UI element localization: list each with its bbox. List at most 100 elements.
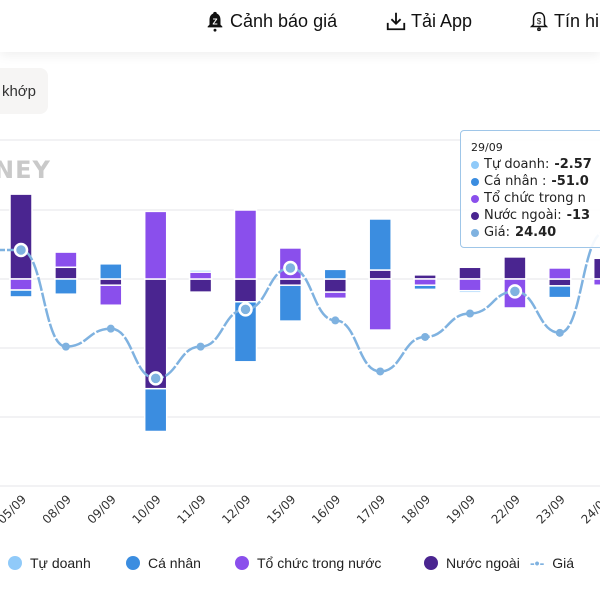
- bar-segment[interactable]: [188, 269, 213, 273]
- price-point[interactable]: [283, 260, 298, 276]
- legend-item[interactable]: Nước ngoài: [424, 555, 520, 571]
- bar-segment[interactable]: [323, 291, 348, 300]
- bar-segment[interactable]: [323, 278, 348, 293]
- legend-label: Giá: [552, 555, 575, 571]
- legend-item[interactable]: Tự doanh: [8, 555, 91, 571]
- bar-segment[interactable]: [548, 285, 572, 299]
- top-bar: Z Cảnh báo giá Tải App $ Tín hi: [0, 0, 600, 52]
- tooltip-label: Cá nhân :: [484, 174, 547, 189]
- price-point[interactable]: [466, 309, 474, 318]
- bar-segment[interactable]: [368, 269, 392, 280]
- match-filter-button[interactable]: khớp: [0, 68, 48, 114]
- bar-segment[interactable]: [54, 278, 78, 295]
- bar-segment[interactable]: [9, 289, 33, 298]
- tooltip-row: Tự doanh: -2.57: [471, 156, 600, 173]
- svg-text:Z: Z: [212, 18, 217, 27]
- x-tick-label: 10/09: [129, 492, 163, 526]
- nav-label: Tải App: [411, 10, 473, 31]
- legend-dot-icon: [8, 556, 22, 570]
- price-point[interactable]: [507, 284, 523, 299]
- bar-segment[interactable]: [54, 251, 78, 269]
- legend-label: Tổ chức trong nước: [257, 555, 382, 571]
- tooltip-value: 24.40: [515, 225, 557, 240]
- dashed-line-icon: -•-: [530, 555, 545, 571]
- series-dot-icon: [471, 194, 479, 203]
- chart-tooltip: 29/09 Tự doanh: -2.57 Cá nhân : -51.0 Tổ c…: [460, 130, 600, 248]
- legend-item[interactable]: Tổ chức trong nước: [235, 555, 381, 571]
- bar-segment[interactable]: [188, 271, 213, 280]
- price-point[interactable]: [148, 371, 163, 386]
- tooltip-value: -51.0: [551, 174, 589, 189]
- tooltip-row: Nước ngoài: -13: [471, 207, 600, 224]
- series-dot-icon: [471, 177, 479, 186]
- x-tick-label: 22/09: [489, 492, 523, 526]
- legend-item[interactable]: -•- Giá: [530, 555, 574, 571]
- legend-dot-icon: [424, 556, 438, 570]
- bar-segment[interactable]: [99, 263, 123, 280]
- signal-link[interactable]: $ Tín hi: [528, 10, 599, 32]
- bell-alert-icon: Z: [207, 11, 223, 32]
- bell-dollar-icon: $: [529, 12, 549, 32]
- bar-segment[interactable]: [413, 278, 437, 286]
- tooltip-label: Tổ chức trong n: [484, 191, 586, 206]
- bar-segment[interactable]: [592, 257, 600, 280]
- bar-segment[interactable]: [9, 278, 33, 291]
- bar-segment[interactable]: [99, 284, 123, 306]
- bar-segment[interactable]: [233, 278, 258, 303]
- download-app-link[interactable]: Tải App: [385, 10, 472, 32]
- bar-segment[interactable]: [548, 278, 572, 287]
- bar-segment[interactable]: [368, 278, 392, 331]
- x-tick-label: 23/09: [534, 492, 568, 526]
- series-dot-icon: [471, 228, 479, 237]
- download-icon: [386, 12, 406, 31]
- tooltip-value: -13: [566, 208, 591, 223]
- x-tick-label: 09/09: [85, 492, 119, 526]
- tooltip-row: Cá nhân : -51.0: [471, 173, 600, 190]
- bar-segment[interactable]: [9, 193, 33, 280]
- nav-label: Cảnh báo giá: [230, 10, 338, 31]
- price-point[interactable]: [106, 324, 115, 333]
- bar-segment[interactable]: [368, 218, 392, 271]
- price-point[interactable]: [376, 367, 385, 376]
- tooltip-label: Tự doanh:: [484, 157, 550, 172]
- bar-segment[interactable]: [278, 284, 303, 322]
- series-dot-icon: [471, 160, 479, 169]
- bar-segment[interactable]: [278, 278, 303, 286]
- svg-text:$: $: [537, 17, 542, 26]
- price-alert-link[interactable]: Z Cảnh báo giá: [204, 10, 337, 32]
- bar-segment[interactable]: [458, 278, 482, 292]
- series-dot-icon: [471, 211, 479, 220]
- legend-label: Cá nhân: [148, 555, 201, 571]
- price-point[interactable]: [13, 242, 29, 258]
- bar-segment[interactable]: [592, 278, 600, 286]
- bar-segment[interactable]: [99, 278, 123, 286]
- x-tick-label: 16/09: [309, 492, 343, 526]
- bar-segment[interactable]: [323, 268, 348, 280]
- price-point[interactable]: [331, 316, 340, 325]
- price-point[interactable]: [196, 342, 205, 351]
- bar-segment[interactable]: [413, 284, 437, 291]
- legend-label: Tự doanh: [30, 555, 91, 571]
- legend-item[interactable]: Cá nhân: [126, 555, 201, 571]
- price-point[interactable]: [421, 332, 430, 341]
- x-tick-label: 17/09: [354, 492, 388, 526]
- bar-segment[interactable]: [233, 209, 258, 280]
- bar-segment[interactable]: [233, 301, 258, 363]
- x-tick-label: 15/09: [264, 492, 298, 526]
- bar-segment[interactable]: [548, 267, 572, 280]
- bar-segment[interactable]: [54, 266, 78, 280]
- x-tick-label: 11/09: [174, 492, 208, 526]
- bar-segment[interactable]: [143, 210, 168, 280]
- bar-segment[interactable]: [503, 256, 527, 280]
- price-point[interactable]: [238, 302, 253, 317]
- price-point[interactable]: [61, 342, 70, 351]
- price-point[interactable]: [555, 328, 564, 337]
- bar-segment[interactable]: [458, 289, 482, 294]
- bar-segment[interactable]: [143, 387, 168, 433]
- bar-segment[interactable]: [188, 278, 213, 293]
- x-tick-label: 24/09: [578, 492, 600, 526]
- tooltip-row: Tổ chức trong n: [471, 190, 600, 207]
- tooltip-label: Nước ngoài:: [484, 208, 562, 223]
- bar-segment[interactable]: [458, 266, 482, 280]
